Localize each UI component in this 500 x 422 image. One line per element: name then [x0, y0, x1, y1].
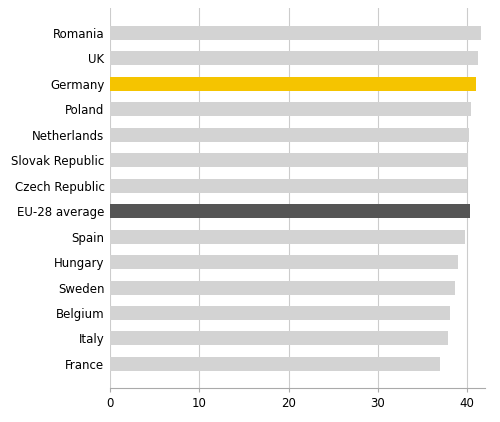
- Bar: [110, 26, 480, 40]
- Bar: [110, 51, 478, 65]
- Bar: [110, 127, 469, 142]
- Bar: [110, 281, 454, 295]
- Bar: [110, 153, 468, 167]
- Bar: [110, 255, 458, 269]
- Bar: [110, 77, 476, 91]
- Bar: [110, 331, 448, 346]
- Bar: [110, 204, 470, 218]
- Bar: [110, 306, 450, 320]
- Bar: [110, 179, 467, 192]
- Bar: [110, 357, 440, 371]
- Bar: [110, 102, 470, 116]
- Bar: [110, 230, 466, 243]
